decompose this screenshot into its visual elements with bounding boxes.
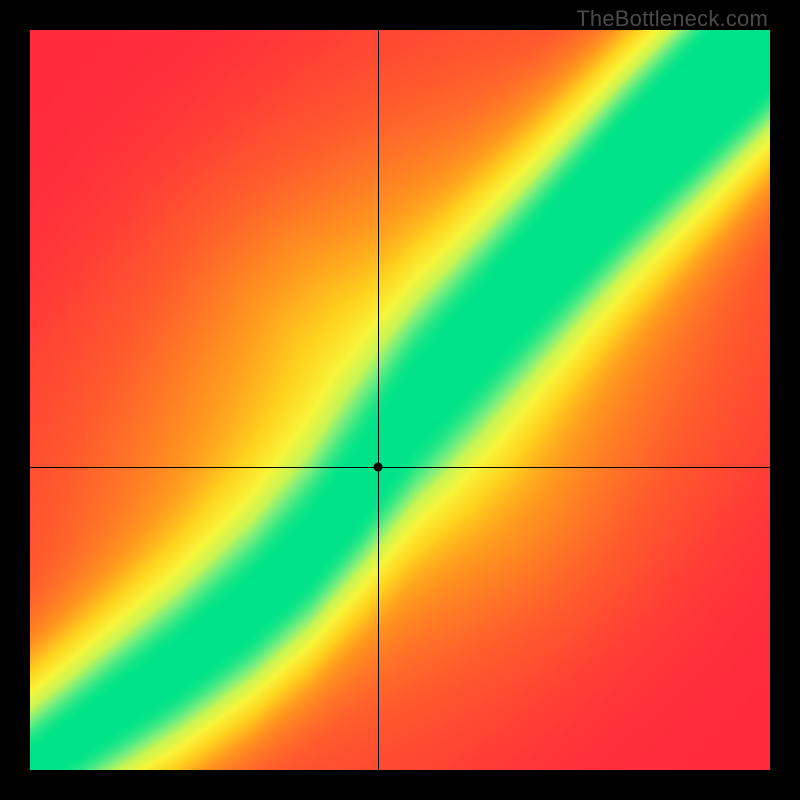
watermark-text: TheBottleneck.com bbox=[576, 6, 768, 32]
plot-area bbox=[30, 30, 770, 770]
heatmap-canvas bbox=[30, 30, 770, 770]
